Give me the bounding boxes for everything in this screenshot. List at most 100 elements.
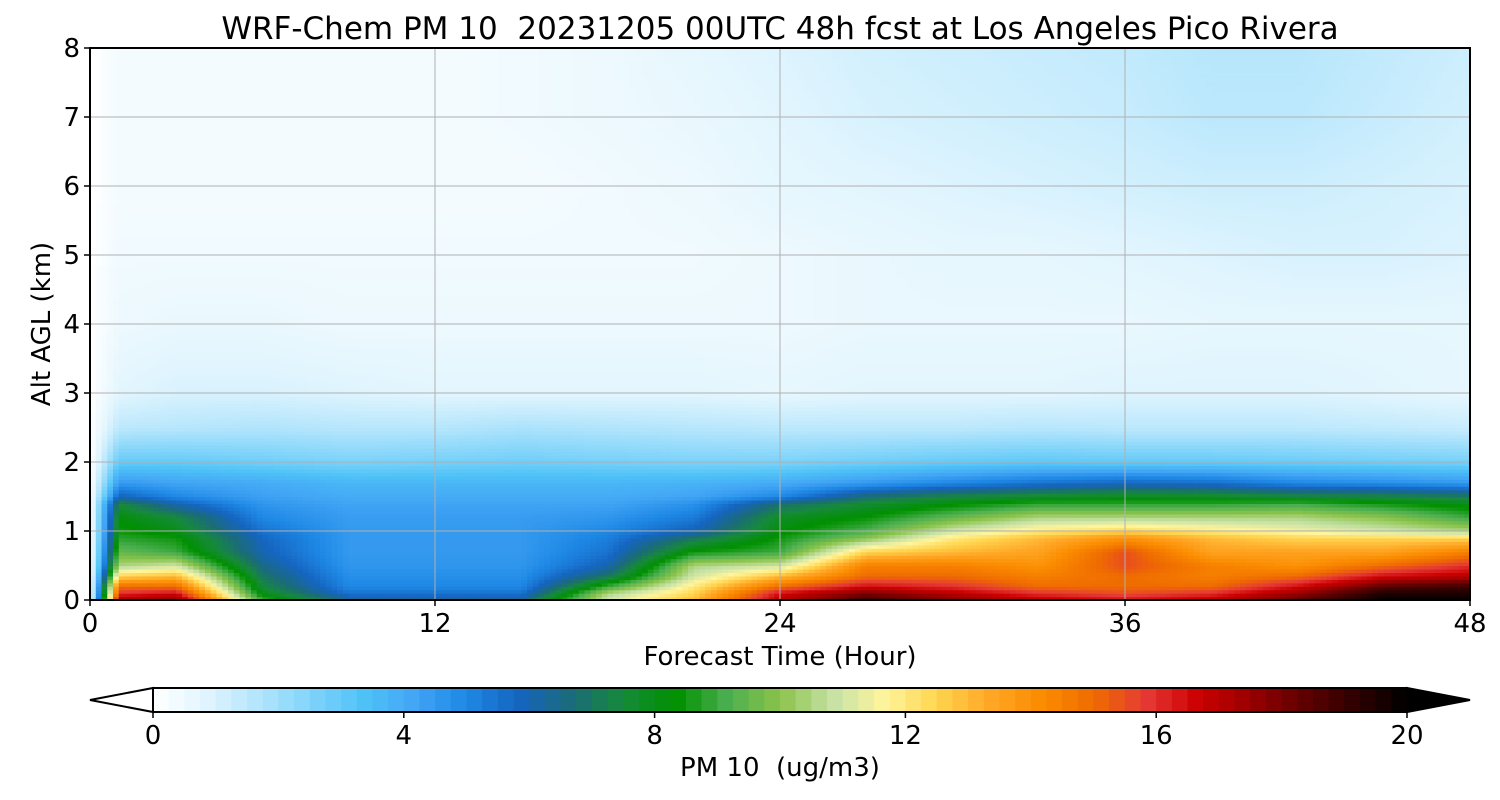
heatmap-cell bbox=[216, 579, 223, 584]
heatmap-cell bbox=[1142, 544, 1149, 549]
heatmap-cell bbox=[964, 575, 971, 580]
heatmap-cell bbox=[958, 558, 965, 563]
heatmap-cell bbox=[584, 586, 591, 591]
heatmap-cell bbox=[205, 582, 212, 587]
heatmap-cell bbox=[343, 544, 350, 549]
heatmap-cell bbox=[1274, 572, 1281, 577]
heatmap-cell bbox=[1452, 541, 1460, 546]
heatmap-cell bbox=[900, 562, 908, 567]
heatmap-cell bbox=[676, 537, 683, 542]
heatmap-cell bbox=[1303, 548, 1310, 553]
heatmap-cell bbox=[550, 551, 557, 556]
heatmap-cell bbox=[1360, 541, 1368, 546]
heatmap-cell bbox=[325, 575, 333, 580]
heatmap-cell bbox=[1314, 534, 1322, 539]
heatmap-cell bbox=[854, 551, 862, 556]
heatmap-cell bbox=[406, 544, 413, 549]
heatmap-cell bbox=[912, 551, 919, 556]
heatmap-cell bbox=[475, 562, 482, 567]
heatmap-cell bbox=[210, 572, 218, 577]
heatmap-cell bbox=[1217, 568, 1224, 573]
heatmap-cell bbox=[716, 544, 724, 549]
heatmap-cell bbox=[193, 548, 200, 553]
heatmap-cell bbox=[366, 548, 373, 553]
heatmap-cell bbox=[446, 568, 453, 573]
heatmap-cell bbox=[279, 589, 287, 594]
heatmap-cell bbox=[642, 551, 649, 556]
heatmap-cell bbox=[308, 575, 315, 580]
heatmap-cell bbox=[469, 531, 476, 536]
heatmap-cell bbox=[1182, 541, 1189, 546]
heatmap-cell bbox=[440, 541, 448, 546]
heatmap-cell bbox=[1435, 534, 1442, 539]
heatmap-cell bbox=[256, 562, 264, 567]
heatmap-cell bbox=[544, 568, 551, 573]
heatmap-cell bbox=[964, 527, 971, 532]
heatmap-cell bbox=[314, 551, 321, 556]
heatmap-cell bbox=[1360, 558, 1368, 563]
heatmap-cell bbox=[383, 544, 390, 549]
heatmap-cell bbox=[268, 544, 275, 549]
heatmap-cell bbox=[734, 582, 741, 587]
heatmap-cell bbox=[573, 582, 580, 587]
heatmap-cell bbox=[693, 537, 701, 542]
heatmap-cell bbox=[343, 551, 350, 556]
heatmap-cell bbox=[1021, 579, 1028, 584]
heatmap-cell bbox=[262, 586, 269, 591]
heatmap-cell bbox=[412, 589, 419, 594]
heatmap-cell bbox=[297, 575, 304, 580]
heatmap-cell bbox=[1372, 596, 1379, 601]
heatmap-cell bbox=[866, 555, 873, 560]
heatmap-cell bbox=[228, 579, 235, 584]
heatmap-cell bbox=[435, 537, 442, 542]
heatmap-cell bbox=[199, 589, 206, 594]
heatmap-cell bbox=[814, 572, 821, 577]
heatmap-cell bbox=[946, 531, 954, 536]
heatmap-cell bbox=[1113, 544, 1120, 549]
heatmap-cell bbox=[1257, 582, 1264, 587]
heatmap-cell bbox=[1125, 568, 1132, 573]
heatmap-cell bbox=[941, 534, 948, 539]
heatmap-cell bbox=[1452, 596, 1460, 601]
heatmap-cell bbox=[1188, 589, 1195, 594]
heatmap-cell bbox=[1240, 534, 1247, 539]
heatmap-cell bbox=[170, 551, 177, 556]
heatmap-cell bbox=[923, 537, 931, 542]
heatmap-cell bbox=[285, 531, 292, 536]
heatmap-cell bbox=[147, 579, 154, 584]
heatmap-cell bbox=[791, 527, 798, 532]
heatmap-cell bbox=[1102, 596, 1109, 601]
heatmap-cell bbox=[1286, 568, 1293, 573]
heatmap-cell bbox=[613, 582, 620, 587]
heatmap-cell bbox=[722, 579, 729, 584]
heatmap-cell bbox=[228, 589, 235, 594]
heatmap-cell bbox=[222, 544, 229, 549]
heatmap-cell bbox=[1136, 568, 1143, 573]
heatmap-cell bbox=[101, 541, 108, 546]
heatmap-cell bbox=[343, 589, 350, 594]
heatmap-cell bbox=[849, 541, 856, 546]
heatmap-cell bbox=[762, 596, 770, 601]
heatmap-cell bbox=[895, 531, 902, 536]
heatmap-cell bbox=[136, 572, 143, 577]
heatmap-cell bbox=[665, 548, 672, 553]
heatmap-cell bbox=[969, 586, 977, 591]
heatmap-cell bbox=[889, 537, 896, 542]
heatmap-cell bbox=[394, 537, 402, 542]
heatmap-cell bbox=[394, 527, 402, 532]
heatmap-cell bbox=[774, 555, 781, 560]
heatmap-cell bbox=[923, 568, 931, 573]
heatmap-cell bbox=[429, 534, 436, 539]
heatmap-cell bbox=[1142, 568, 1149, 573]
heatmap-cell bbox=[1314, 579, 1322, 584]
heatmap-cell bbox=[320, 579, 327, 584]
heatmap-cell bbox=[1424, 568, 1431, 573]
heatmap-cell bbox=[389, 548, 396, 553]
heatmap-cell bbox=[1159, 582, 1166, 587]
heatmap-cell bbox=[872, 541, 879, 546]
heatmap-cell bbox=[981, 558, 988, 563]
heatmap-cell bbox=[1297, 551, 1304, 556]
heatmap-cell bbox=[1429, 555, 1437, 560]
heatmap-cell bbox=[486, 593, 494, 598]
heatmap-cell bbox=[826, 568, 833, 573]
